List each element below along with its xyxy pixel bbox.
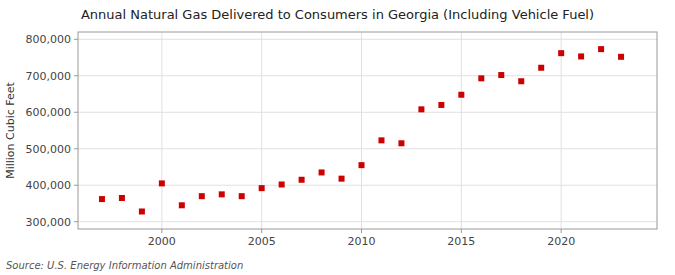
point: [398, 140, 404, 146]
point: [299, 177, 305, 183]
point: [378, 137, 384, 143]
chart: Annual Natural Gas Delivered to Consumer…: [0, 0, 675, 275]
y-tick-label: 600,000: [26, 106, 72, 119]
point: [478, 75, 484, 81]
y-tick: [74, 185, 78, 186]
point: [199, 193, 205, 199]
point: [339, 176, 345, 182]
x-grid-line: [161, 32, 162, 229]
y-tick-label: 500,000: [26, 143, 72, 156]
point: [319, 169, 325, 175]
y-tick-label: 400,000: [26, 179, 72, 192]
point: [119, 195, 125, 201]
x-grid-line: [261, 32, 262, 229]
y-grid-line: [78, 148, 657, 149]
plot-frame: [78, 32, 657, 229]
point: [618, 54, 624, 60]
y-grid-line: [78, 75, 657, 76]
x-tick: [261, 229, 262, 233]
x-axis: 2000 2005 2010 2015 2020: [148, 229, 575, 248]
x-tick-label: 2015: [447, 235, 475, 248]
point: [558, 50, 564, 56]
y-tick: [74, 112, 78, 113]
y-grid-line: [78, 221, 657, 222]
title: Annual Natural Gas Delivered to Consumer…: [81, 7, 594, 22]
point: [359, 162, 365, 168]
y-grid-line: [78, 39, 657, 40]
y-tick-label: 300,000: [26, 216, 72, 229]
point: [159, 180, 165, 186]
point: [179, 202, 185, 208]
y-tick: [74, 148, 78, 149]
y-tick: [74, 39, 78, 40]
x-grid-line: [561, 32, 562, 229]
x-tick: [161, 229, 162, 233]
point: [259, 185, 265, 191]
point: [99, 196, 105, 202]
point: [139, 208, 145, 214]
point: [219, 191, 225, 197]
point: [498, 72, 504, 78]
point: [578, 53, 584, 59]
x-grid-line: [461, 32, 462, 229]
y-tick-label: 700,000: [26, 70, 72, 83]
x-tick-label: 2010: [348, 235, 376, 248]
y-tick: [74, 75, 78, 76]
point: [518, 78, 524, 84]
y-tick-label: 800,000: [26, 33, 72, 46]
point: [239, 193, 245, 199]
x-tick: [461, 229, 462, 233]
source: Source: U.S. Energy Information Administ…: [6, 260, 243, 271]
x-tick-label: 2000: [148, 235, 176, 248]
y-tick: [74, 221, 78, 222]
y-axis-label: Million Cubic Feet: [4, 81, 17, 178]
x-tick: [561, 229, 562, 233]
point: [598, 46, 604, 52]
grid: [78, 32, 657, 229]
x-tick-label: 2005: [248, 235, 276, 248]
x-tick: [361, 229, 362, 233]
point: [438, 102, 444, 108]
points: [99, 46, 624, 214]
chart-container: Annual Natural Gas Delivered to Consumer…: [0, 0, 675, 275]
point: [458, 92, 464, 98]
x-grid-line: [361, 32, 362, 229]
point: [418, 106, 424, 112]
x-tick-label: 2020: [547, 235, 575, 248]
point: [279, 181, 285, 187]
y-grid-line: [78, 112, 657, 113]
point: [538, 65, 544, 71]
y-axis: 300,000 400,000 500,000 600,000 700,000 800,0…: [26, 33, 79, 228]
